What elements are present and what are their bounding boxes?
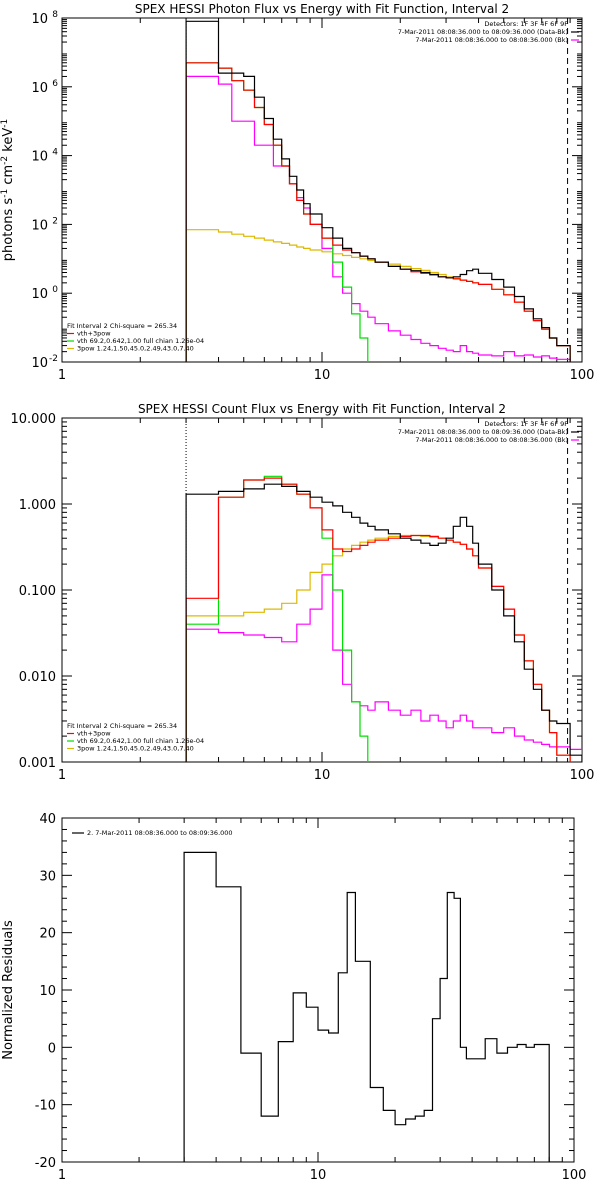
- plot-frame: [61, 17, 583, 363]
- series-group: [185, 475, 582, 762]
- series-vth-3pow-line: [185, 477, 571, 762]
- y-tick-label: 30: [39, 869, 56, 884]
- legend-bottomleft-entry: vth 69.2,0.642,1.00 full chian 1.26e-04: [77, 737, 204, 745]
- legend-bottomleft-entry: vth+3pow: [77, 330, 111, 338]
- y-tick-label: 0: [48, 1041, 56, 1056]
- x-axis: 1 10 100: [58, 418, 595, 783]
- legend-bottomleft-entry: Fit Interval 2 Chi-square = 265.34: [67, 322, 177, 330]
- y-tick-label: 20: [39, 927, 56, 942]
- y-axis-label-part: cm: [1, 165, 16, 189]
- series-group: [183, 851, 563, 1162]
- y-tick-base: 10: [31, 218, 48, 233]
- series-group: [185, 20, 571, 362]
- y-axis-label-exponent: -1: [0, 119, 10, 128]
- legend-topleft-entry: 2. 7-Mar-2011 08:08:36.000 to 08:09:36.0…: [87, 829, 233, 837]
- x-tick-label: 1: [58, 368, 66, 383]
- y-tick-label: -10: [35, 1099, 56, 1114]
- series-data-line: [185, 483, 582, 762]
- y-tick-label: 0.100: [19, 584, 56, 599]
- legend-bottomleft-entry: vth+3pow: [77, 730, 111, 738]
- legend-topright-entry: 7-Mar-2011 08:08:36.000 to 08:08:36.000 …: [415, 436, 568, 444]
- chart-title: SPEX HESSI Photon Flux vs Energy with Fi…: [135, 2, 509, 16]
- y-tick-base: 10: [31, 12, 48, 27]
- y-axis-label-exponent: -2: [0, 156, 10, 165]
- y-axis-label-part: photons s: [1, 198, 16, 262]
- legend-topright-entry: Detectors: 1F 3F 4F 6F 9F: [484, 420, 568, 428]
- y-tick-exponent: 8: [52, 10, 58, 20]
- y-axis-label: Normalized Residuals: [1, 920, 16, 1060]
- series-background-line: [185, 75, 571, 362]
- series-data-line: [185, 20, 571, 362]
- y-tick-label: 10: [39, 984, 56, 999]
- plot-frame: [61, 817, 575, 1163]
- photon-flux-panel: SPEX HESSI Photon Flux vs Energy with Fi…: [0, 2, 595, 383]
- x-tick-label: 100: [562, 1168, 587, 1183]
- count-flux-panel: SPEX HESSI Count Flux vs Energy with Fit…: [11, 402, 595, 783]
- residuals-panel: 1 10 100 -20 -10 0 10 20 30 40 Normalized Residual…: [1, 812, 586, 1183]
- series-background-line: [185, 574, 582, 762]
- y-tick-base: 10: [31, 81, 48, 96]
- x-tick-label: 100: [570, 368, 595, 383]
- y-axis-label: photons s-1 cm-2 keV-1: [0, 119, 16, 261]
- y-axis: -20 -10 0 10 20 30 40: [35, 812, 574, 1171]
- x-tick-label: 10: [314, 768, 331, 783]
- y-axis: 0.001 0.010 0.100 1.000 10.000: [11, 412, 582, 771]
- legend-bottomleft-entry: 3pow 1.24,1.50,45.0,2.49,43.0,7.40: [77, 745, 194, 753]
- y-tick-exponent: 4: [52, 148, 58, 158]
- y-tick-exponent: 2: [52, 216, 58, 226]
- y-tick-exponent: 6: [52, 79, 58, 89]
- y-tick-label: 40: [39, 812, 56, 827]
- x-tick-label: 1: [58, 1168, 66, 1183]
- y-tick-label: 1.000: [19, 498, 56, 513]
- series-3pow-line: [185, 229, 571, 362]
- legend-topright-entry: 7-Mar-2011 08:08:36.000 to 08:09:36.000 …: [398, 428, 568, 436]
- x-tick-label: 100: [570, 768, 595, 783]
- y-axis-label-exponent: -1: [0, 189, 10, 198]
- y-tick-label: 10 2: [31, 216, 58, 233]
- legend-topright-entry: Detectors: 1F 3F 4F 6F 9F: [484, 20, 568, 28]
- legend-topright-entry: 7-Mar-2011 08:08:36.000 to 08:09:36.000 …: [398, 28, 568, 36]
- y-tick-base: 10: [31, 150, 48, 165]
- legend-bottomleft-entry: Fit Interval 2 Chi-square = 265.34: [67, 722, 177, 730]
- series-3pow-line: [185, 534, 571, 762]
- x-axis: 1 10 100: [58, 818, 587, 1183]
- y-tick-exponent: 0: [52, 285, 58, 295]
- series-vth-line: [185, 62, 369, 362]
- y-tick-label: 10-2: [31, 354, 58, 371]
- y-tick-label: 10 4: [31, 148, 58, 165]
- x-tick-label: 10: [314, 368, 331, 383]
- y-tick-label: 0.001: [19, 756, 56, 771]
- y-tick-label: 10 0: [31, 285, 58, 302]
- y-axis-label-part: keV: [1, 128, 16, 156]
- chart-title: SPEX HESSI Count Flux vs Energy with Fit…: [138, 402, 506, 416]
- y-tick-label: 10 8: [31, 10, 58, 27]
- y-tick-exponent: -2: [49, 354, 58, 364]
- series-residuals-line: [183, 851, 563, 1162]
- legend-bottomleft-entry: vth 69.2,0.642,1.00 full chian 1.26e-04: [77, 337, 204, 345]
- legend-bottomleft-entry: 3pow 1.24,1.50,45.0,2.49,43.0,7.40: [77, 345, 194, 353]
- x-tick-label: 1: [58, 768, 66, 783]
- legend-topright-entry: 7-Mar-2011 08:08:36.000 to 08:08:36.000 …: [415, 36, 568, 44]
- x-axis: 1 10 100: [58, 18, 595, 383]
- y-tick-label: 0.010: [19, 670, 56, 685]
- y-tick-label: 10 6: [31, 79, 58, 96]
- y-tick-label: 10.000: [11, 412, 57, 427]
- y-tick-label: -20: [35, 1156, 56, 1171]
- y-tick-base: 10: [31, 356, 48, 371]
- y-tick-base: 10: [31, 287, 48, 302]
- x-tick-label: 10: [310, 1168, 327, 1183]
